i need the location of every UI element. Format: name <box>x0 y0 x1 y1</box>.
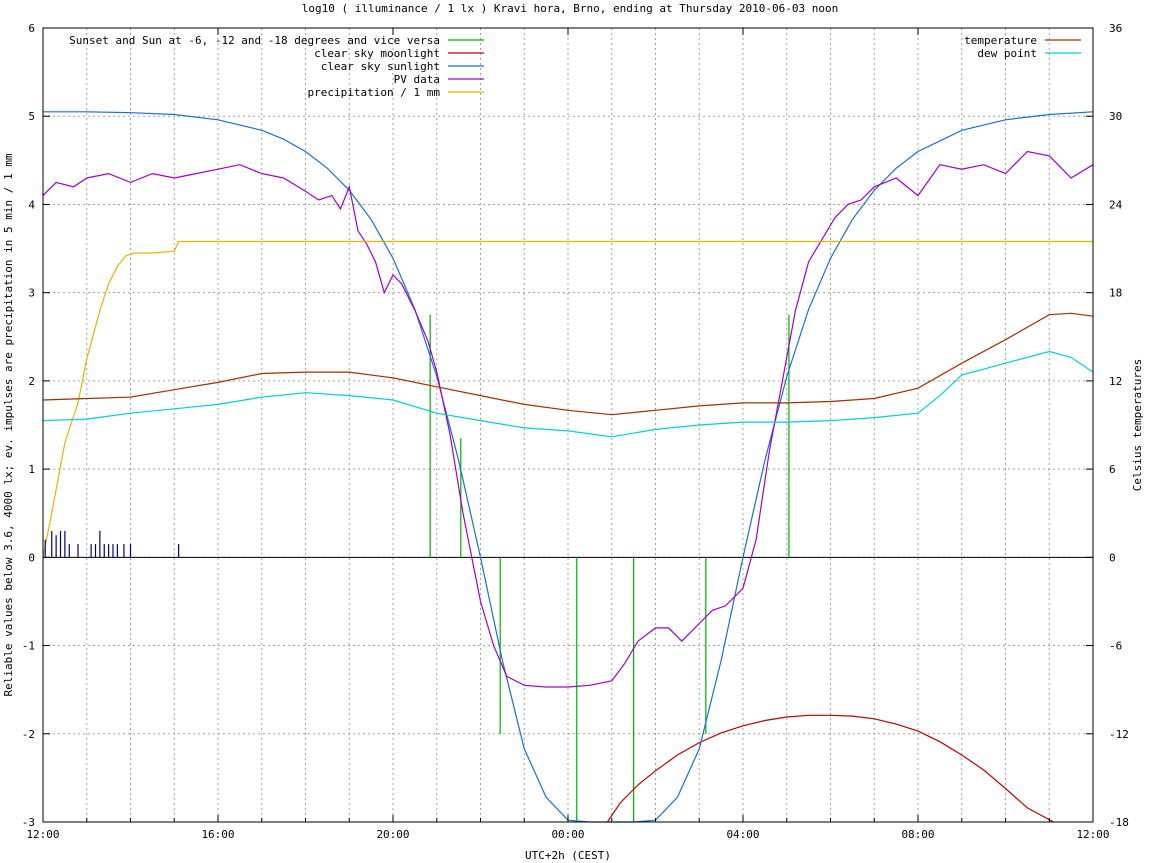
y-tick-label-left: 4 <box>28 198 35 211</box>
legend-entry-label: temperature <box>964 34 1037 47</box>
legend-entry-label: dew point <box>977 47 1037 60</box>
y-tick-label-left: 6 <box>28 22 35 35</box>
x-tick-label: 00:00 <box>551 828 584 841</box>
x-tick-label: 04:00 <box>726 828 759 841</box>
x-tick-label: 20:00 <box>376 828 409 841</box>
x-tick-label: 16:00 <box>201 828 234 841</box>
series-line <box>42 312 1094 416</box>
legend-entry-label: precipitation / 1 mm <box>308 86 441 99</box>
y-tick-label-right: -18 <box>1109 816 1129 829</box>
y-tick-label-left: 1 <box>28 463 35 476</box>
y-tick-label-right: -6 <box>1109 640 1122 653</box>
y-tick-label-left: -1 <box>22 640 35 653</box>
y-tick-label-left: -2 <box>22 728 35 741</box>
y-tick-label-right: 12 <box>1109 375 1122 388</box>
y-tick-label-left: 0 <box>28 551 35 564</box>
y-tick-label-right: 6 <box>1109 463 1116 476</box>
y-tick-label-left: 3 <box>28 287 35 300</box>
legend-entry-label: Sunset and Sun at -6, -12 and -18 degree… <box>69 34 440 47</box>
series-layer <box>42 111 1094 823</box>
series-impulses <box>44 530 180 558</box>
chart-title: log10 ( illuminance / 1 lx ) Kravi hora,… <box>302 2 838 15</box>
y-tick-label-right: 0 <box>1109 551 1116 564</box>
grid <box>43 28 1093 822</box>
y-tick-label-right: 30 <box>1109 110 1122 123</box>
y-tick-label-right: -12 <box>1109 728 1129 741</box>
x-tick-label: 08:00 <box>901 828 934 841</box>
legend-entry-label: clear sky sunlight <box>321 60 440 73</box>
y-tick-label-right: 24 <box>1109 198 1123 211</box>
x-tick-label: 12:00 <box>26 828 59 841</box>
y-tick-label-left: 2 <box>28 375 35 388</box>
legend: Sunset and Sun at -6, -12 and -18 degree… <box>69 34 1081 99</box>
x-tick-label: 12:00 <box>1076 828 1109 841</box>
y-tick-label-left: -3 <box>22 816 35 829</box>
y-axis-label-left: Reliable values below 3.6, 4000 lx; ev. … <box>2 153 15 696</box>
series-line <box>42 150 1094 688</box>
series-line <box>42 350 1094 438</box>
y-axis-label-right: Celsius temperatures <box>1131 359 1144 491</box>
x-axis-label: UTC+2h (CEST) <box>525 849 611 862</box>
y-tick-label-right: 18 <box>1109 287 1122 300</box>
y-tick-label-left: 5 <box>28 110 35 123</box>
series-line <box>606 714 1054 823</box>
series-line <box>43 111 1094 823</box>
legend-entry-label: clear sky moonlight <box>314 47 440 60</box>
series-impulses <box>429 314 790 822</box>
legend-entry-label: PV data <box>394 73 440 86</box>
series-line <box>42 240 1093 558</box>
y-tick-label-right: 36 <box>1109 22 1122 35</box>
